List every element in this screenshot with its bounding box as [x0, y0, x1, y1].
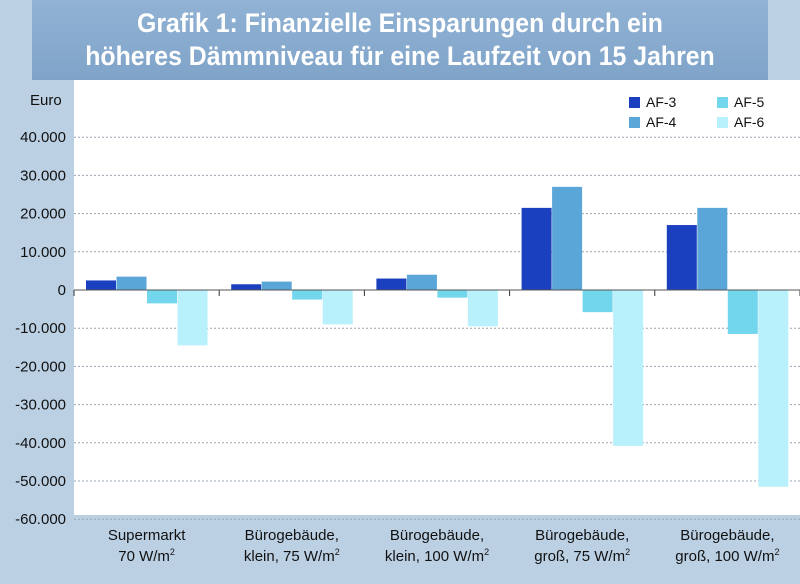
y-tick-label: -40.000	[15, 435, 66, 452]
bar-af-4-2	[261, 281, 292, 290]
bar-af-3-3	[376, 278, 407, 290]
bar-af-5-2	[292, 290, 323, 300]
bar-af-6-5	[758, 290, 789, 487]
bar-af-4-4	[552, 186, 583, 290]
x-category-label: groß, 75 W/m2	[534, 547, 630, 565]
bar-af-4-1	[116, 276, 147, 290]
x-category-label: Bürogebäude,	[680, 527, 774, 544]
x-category-label: Bürogebäude,	[245, 527, 339, 544]
y-tick-label: -30.000	[15, 397, 66, 414]
y-tick-label: -20.000	[15, 358, 66, 375]
bar-af-6-1	[177, 290, 208, 346]
bar-af-3-4	[521, 207, 552, 290]
x-category-label: klein, 100 W/m2	[385, 547, 489, 565]
y-tick-label: 20.000	[20, 206, 66, 223]
x-category-label: groß, 100 W/m2	[675, 547, 779, 565]
y-tick-label: 40.000	[20, 129, 66, 146]
bars	[86, 186, 789, 487]
x-category-label: klein, 75 W/m2	[244, 547, 340, 565]
bar-af-6-3	[467, 290, 498, 327]
bar-af-3-5	[666, 225, 697, 290]
legend-label-af-6: AF-6	[734, 114, 765, 130]
y-tick-label: -60.000	[15, 511, 66, 528]
y-tick-label: -10.000	[15, 320, 66, 337]
legend: AF-3 AF-5 AF-4 AF-6	[629, 94, 765, 130]
x-category-label: Bürogebäude,	[535, 527, 629, 544]
legend-swatch-af-3	[629, 97, 640, 108]
x-category-label: Bürogebäude,	[390, 527, 484, 544]
bar-af-5-1	[147, 290, 177, 304]
chart-title: Grafik 1: Finanzielle Einsparungen durch…	[32, 0, 768, 80]
y-tick-label: 0	[58, 282, 66, 299]
bar-af-5-4	[582, 290, 613, 313]
bar-af-6-2	[322, 290, 353, 325]
bar-af-5-3	[437, 290, 468, 298]
legend-label-af-5: AF-5	[734, 94, 765, 110]
x-category-label: Supermarkt	[108, 527, 186, 544]
legend-swatch-af-6	[717, 117, 728, 128]
axis: 40.000 30.000 20.000 10.000 0 -10.000 -20.000 -…	[15, 92, 800, 565]
y-axis-label: Euro	[30, 92, 62, 109]
bar-af-5-5	[727, 290, 758, 334]
legend-swatch-af-4	[629, 117, 640, 128]
title-line-2: höheres Dämmniveau für eine Laufzeit von…	[85, 41, 715, 71]
bar-af-3-2	[231, 284, 262, 290]
y-tick-label: -50.000	[15, 473, 66, 490]
legend-label-af-3: AF-3	[646, 94, 677, 110]
title-line-1: Grafik 1: Finanzielle Einsparungen durch…	[137, 8, 663, 38]
bar-af-3-1	[86, 280, 116, 290]
x-category-label: 70 W/m2	[118, 547, 175, 565]
y-tick-label: 10.000	[20, 244, 66, 261]
y-tick-label: 30.000	[20, 167, 66, 184]
bar-af-4-3	[406, 274, 437, 290]
bar-af-6-4	[613, 290, 644, 446]
bar-af-4-5	[697, 207, 728, 290]
legend-label-af-4: AF-4	[646, 114, 677, 130]
legend-swatch-af-5	[717, 97, 728, 108]
